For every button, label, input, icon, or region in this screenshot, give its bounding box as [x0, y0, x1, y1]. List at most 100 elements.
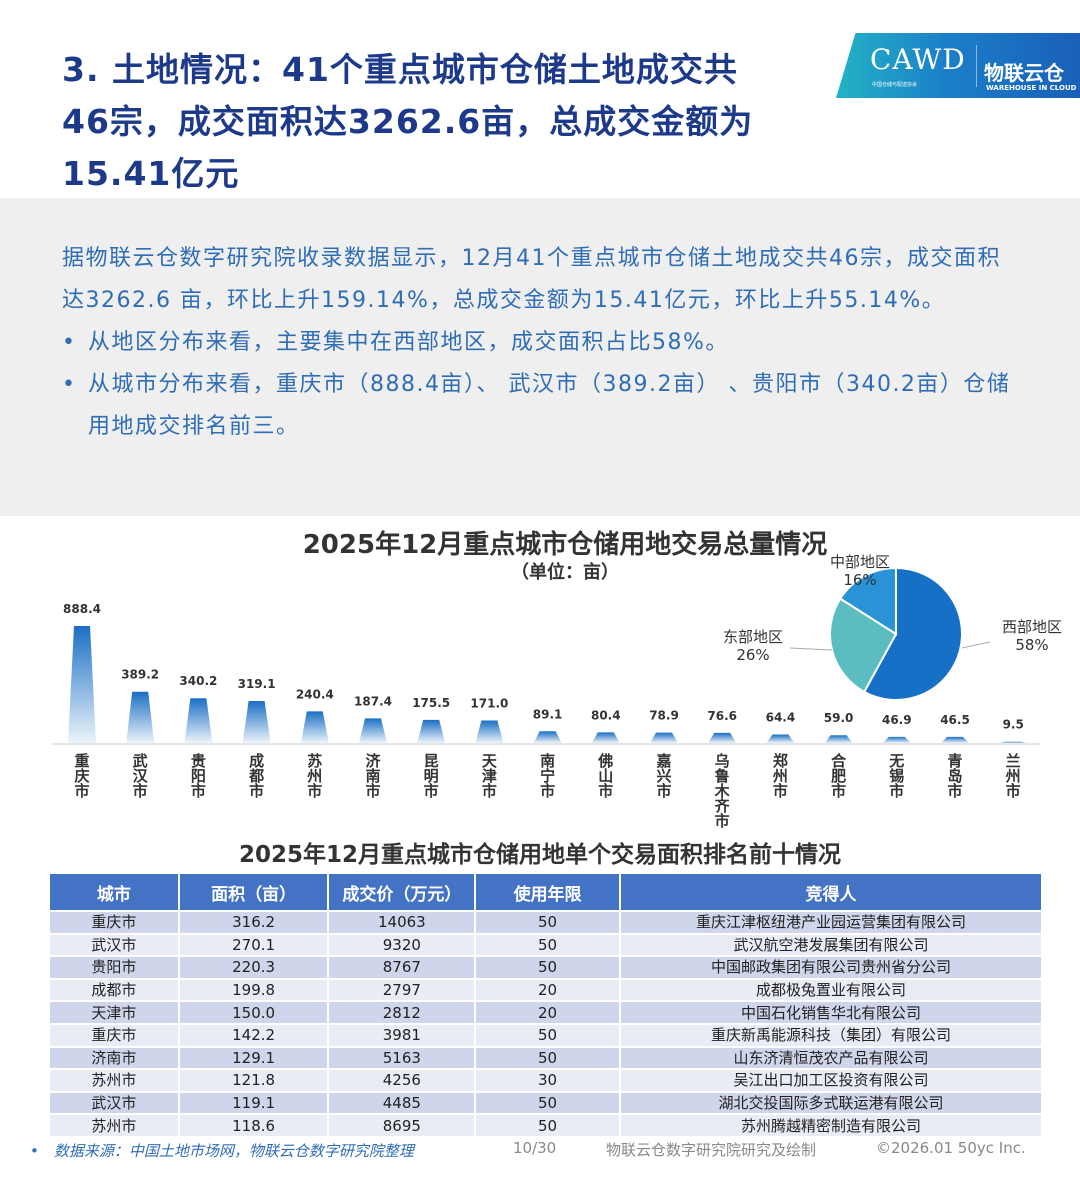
pie-slice — [838, 566, 897, 636]
table-cell: 重庆市 — [50, 1024, 178, 1046]
x-tick-label: 成都市 — [249, 752, 265, 800]
table-cell: 8695 — [329, 1115, 475, 1136]
table-cell: 50 — [476, 934, 619, 956]
column-header: 成交价（万元） — [329, 874, 475, 910]
table-cell: 3981 — [329, 1024, 475, 1046]
table-cell: 武汉市 — [50, 1092, 178, 1114]
logo-sub: 中国仓储与配送协会 — [872, 82, 918, 88]
bar — [591, 732, 620, 743]
table-header-row: 城市 面积（亩） 成交价（万元） 使用年限 竞得人 — [50, 874, 1041, 910]
x-tick-label: 天津市 — [481, 752, 497, 800]
ranking-table: 城市 面积（亩） 成交价（万元） 使用年限 竞得人 重庆市 316.2 14063 50 重庆江… — [48, 872, 1043, 1138]
table-cell: 成都极兔置业有限公司 — [620, 979, 1041, 1001]
table-cell: 中国邮政集团有限公司贵州省分公司 — [620, 957, 1041, 978]
table-cell: 150.0 — [179, 1002, 328, 1023]
bar-value-label: 389.2 — [121, 668, 159, 682]
logo: CAWD 中国仓储与配送协会 物联云仓 WAREHOUSE IN CLOUD — [836, 33, 1080, 98]
chart-title: 2025年12月重点城市仓储用地交易总量情况 — [302, 530, 828, 560]
table-cell: 贵阳市 — [50, 957, 178, 978]
table-row: 成都市 199.8 2797 20 成都极兔置业有限公司 — [50, 979, 1041, 1001]
table-row: 济南市 129.1 5163 50 山东济清恒茂农产品有限公司 — [50, 1047, 1041, 1069]
column-header: 面积（亩） — [179, 874, 328, 910]
table-cell: 129.1 — [179, 1047, 328, 1069]
table-cell: 50 — [476, 1115, 619, 1136]
credit: 物联云仓数字研究院研究及绘制 — [606, 1141, 817, 1159]
pie-slice — [862, 566, 963, 701]
logo-brand: 物联云仓 — [984, 61, 1064, 85]
x-tick-label: 乌鲁木齐市 — [714, 752, 730, 830]
bar-value-label: 80.4 — [591, 708, 621, 722]
table-cell: 20 — [476, 979, 619, 1001]
x-tick-label: 嘉兴市 — [656, 752, 672, 800]
chart-canvas: 888.4 389.2 340.2 319.1 240.4 187.4 175.5 171.0… — [52, 553, 1062, 745]
table-cell: 50 — [476, 957, 619, 978]
column-header: 竞得人 — [620, 874, 1041, 910]
x-tick-label: 苏州市 — [307, 752, 323, 800]
table-cell: 9320 — [329, 934, 475, 956]
bar — [824, 735, 853, 743]
table-cell: 济南市 — [50, 1047, 178, 1069]
column-header: 使用年限 — [476, 874, 619, 910]
leader-line — [789, 647, 833, 651]
copyright: ©2026.01 50yc Inc. — [876, 1139, 1026, 1157]
pie-percent-label: 58% — [1015, 636, 1048, 654]
x-tick-label: 南宁市 — [540, 752, 556, 800]
table-cell: 5163 — [329, 1047, 475, 1069]
table-cell: 199.8 — [179, 979, 328, 1001]
table-cell: 20 — [476, 1002, 619, 1023]
bar — [533, 731, 562, 743]
table-cell: 142.2 — [179, 1024, 328, 1046]
pie-category-label: 中部地区 — [830, 553, 890, 571]
table-row: 苏州市 118.6 8695 50 苏州腾越精密制造有限公司 — [50, 1115, 1041, 1136]
logo-cawd: CAWD — [870, 43, 966, 76]
page-title: 3. 土地情况：41个重点城市仓储土地成交共46宗，成交面积达3262.6亩，总… — [62, 50, 754, 193]
x-tick-label: 贵阳市 — [190, 752, 206, 800]
summary-bullet: 从城市分布来看，重庆市（888.4亩）、 武汉市（389.2亩） 、贵阳市（34… — [62, 364, 1020, 448]
data-source: • 数据来源：中国土地市场网，物联云仓数字研究院整理 — [30, 1142, 414, 1160]
table-cell: 武汉市 — [50, 934, 178, 956]
table-cell: 270.1 — [179, 934, 328, 956]
bar — [766, 734, 795, 743]
summary-paragraph: 据物联云仓数字研究院收录数据显示，12月41个重点城市仓储土地成交共46宗，成交… — [62, 246, 1001, 313]
table-cell: 316.2 — [179, 912, 328, 933]
bar-value-label: 319.1 — [238, 677, 276, 691]
x-tick-label: 郑州市 — [772, 752, 788, 800]
table-cell: 苏州腾越精密制造有限公司 — [620, 1115, 1041, 1136]
bar — [242, 700, 271, 743]
x-tick-label: 佛山市 — [598, 752, 614, 800]
bar-value-label: 46.5 — [940, 713, 970, 727]
bar-value-label: 46.9 — [882, 713, 912, 727]
table-cell: 重庆市 — [50, 912, 178, 933]
bar-value-label: 888.4 — [63, 602, 101, 616]
x-tick-label: 重庆市 — [74, 752, 90, 800]
pie-percent-label: 16% — [843, 571, 876, 589]
bar — [708, 732, 737, 743]
bar-value-label: 187.4 — [354, 694, 392, 708]
pie-category-label: 西部地区 — [1002, 618, 1062, 636]
table-cell: 中国石化销售华北有限公司 — [620, 1002, 1041, 1023]
bar-value-label: 59.0 — [824, 711, 854, 725]
table-cell: 成都市 — [50, 979, 178, 1001]
pie-percent-label: 26% — [736, 646, 769, 664]
column-header: 城市 — [50, 874, 178, 910]
table-row: 武汉市 270.1 9320 50 武汉航空港发展集团有限公司 — [50, 934, 1041, 956]
table-cell: 2797 — [329, 979, 475, 1001]
bar-value-label: 76.6 — [707, 709, 737, 723]
table-cell: 重庆新禹能源科技（集团）有限公司 — [620, 1024, 1041, 1046]
x-tick-label: 青岛市 — [947, 752, 963, 800]
summary-panel: 据物联云仓数字研究院收录数据显示，12月41个重点城市仓储土地成交共46宗，成交… — [0, 198, 1080, 516]
bar — [126, 691, 155, 743]
bar — [359, 718, 387, 743]
bar — [475, 720, 504, 743]
table-cell: 119.1 — [179, 1092, 328, 1114]
table-cell: 苏州市 — [50, 1070, 178, 1091]
bar — [941, 736, 969, 743]
table-cell: 220.3 — [179, 957, 328, 978]
table-cell: 50 — [476, 1047, 619, 1069]
leader-line — [961, 641, 991, 649]
bar-value-label: 9.5 — [1003, 718, 1024, 732]
table-row: 苏州市 121.8 4256 30 吴江出口加工区投资有限公司 — [50, 1070, 1041, 1091]
table-cell: 4256 — [329, 1070, 475, 1091]
bar-value-label: 171.0 — [470, 696, 508, 710]
table-cell: 118.6 — [179, 1115, 328, 1136]
